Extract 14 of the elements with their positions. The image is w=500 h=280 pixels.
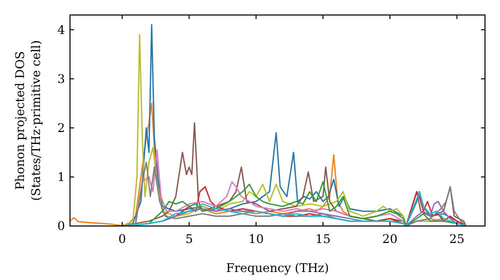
- x-tick-label: 15: [315, 232, 331, 246]
- y-axis-title: Phonon projected DOS (States/THz·primitive cell): [13, 40, 43, 201]
- x-tick-label: 10: [248, 232, 264, 246]
- y-tick-label: 0: [57, 219, 65, 234]
- x-axis-title: Frequency (THz): [226, 261, 329, 275]
- x-tick-label: 5: [185, 232, 193, 246]
- x-tick-label: 0: [118, 232, 126, 246]
- x-tick-label: 20: [382, 232, 398, 246]
- line-series: [122, 191, 467, 226]
- y-tick-label: 4: [57, 22, 66, 37]
- y-tick-label: 1: [57, 170, 65, 184]
- y-tick-label: 3: [57, 72, 65, 86]
- x-tick-label: 25: [449, 232, 465, 246]
- y-tick-label: 2: [57, 121, 65, 136]
